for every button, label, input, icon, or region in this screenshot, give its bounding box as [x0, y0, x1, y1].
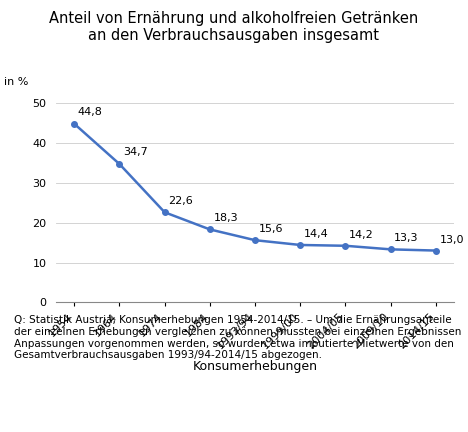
Text: 14,4: 14,4: [304, 229, 329, 239]
Text: 13,0: 13,0: [439, 235, 464, 245]
Text: Q: Statistik Austria, Konsumerhebungen 1954-2014/15. – Um die Ernährungsanteile
: Q: Statistik Austria, Konsumerhebungen 1…: [14, 315, 461, 360]
Text: Anteil von Ernährung und alkoholfreien Getränken
an den Verbrauchsausgaben insge: Anteil von Ernährung und alkoholfreien G…: [50, 11, 418, 43]
Text: 15,6: 15,6: [259, 224, 283, 234]
Text: 13,3: 13,3: [394, 233, 419, 243]
Text: 18,3: 18,3: [213, 213, 238, 223]
X-axis label: Konsumerhebungen: Konsumerhebungen: [192, 359, 318, 372]
Text: 44,8: 44,8: [78, 107, 103, 117]
Text: 22,6: 22,6: [168, 196, 193, 206]
Y-axis label: in %: in %: [4, 77, 29, 87]
Text: 14,2: 14,2: [349, 230, 374, 240]
Text: 34,7: 34,7: [123, 147, 148, 157]
